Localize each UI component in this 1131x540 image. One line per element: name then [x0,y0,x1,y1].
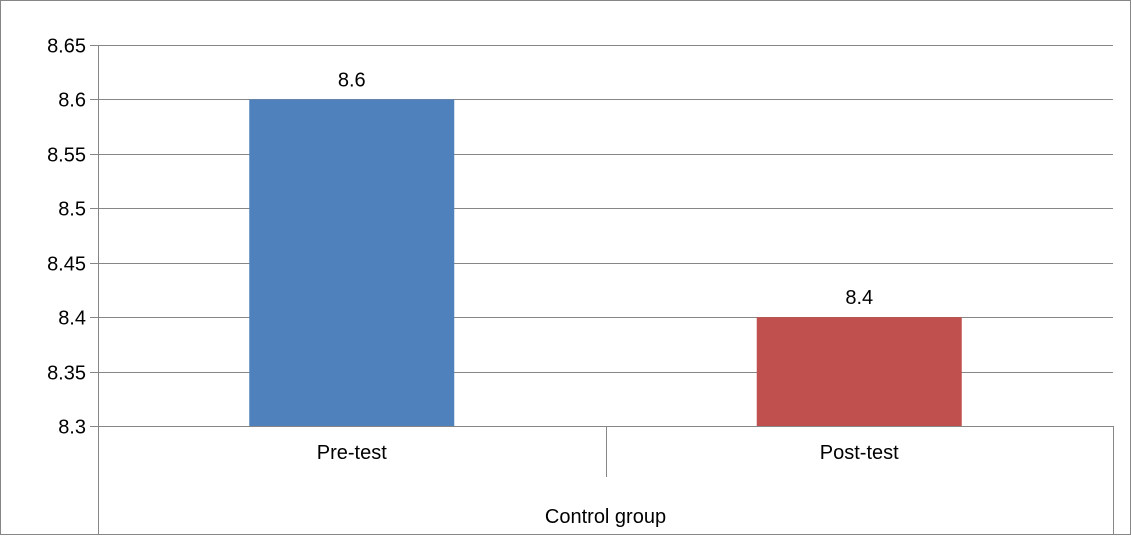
y-tick-label: 8.5 [58,199,86,221]
axes [98,45,1114,535]
category-label: Pre-test [317,442,387,464]
labels: 8.3 8.35 8.4 8.45 8.5 8.55 8.6 8.65 8.6 Pre-test 8… [47,36,899,529]
group-label: Control group [545,506,666,528]
y-tick-label: 8.3 [58,417,86,439]
data-label: 8.6 [338,69,366,91]
y-tick-label: 8.4 [58,308,86,330]
y-tick-label: 8.65 [47,36,86,58]
bars [249,99,962,426]
y-tick-label: 8.6 [58,90,86,112]
bar [249,99,455,426]
y-tick-label: 8.35 [47,363,86,385]
y-tick-label: 8.45 [47,254,86,276]
data-label: 8.4 [845,287,873,309]
category-label: Post-test [820,442,899,464]
bar [756,317,962,426]
y-tick-label: 8.55 [47,145,86,167]
